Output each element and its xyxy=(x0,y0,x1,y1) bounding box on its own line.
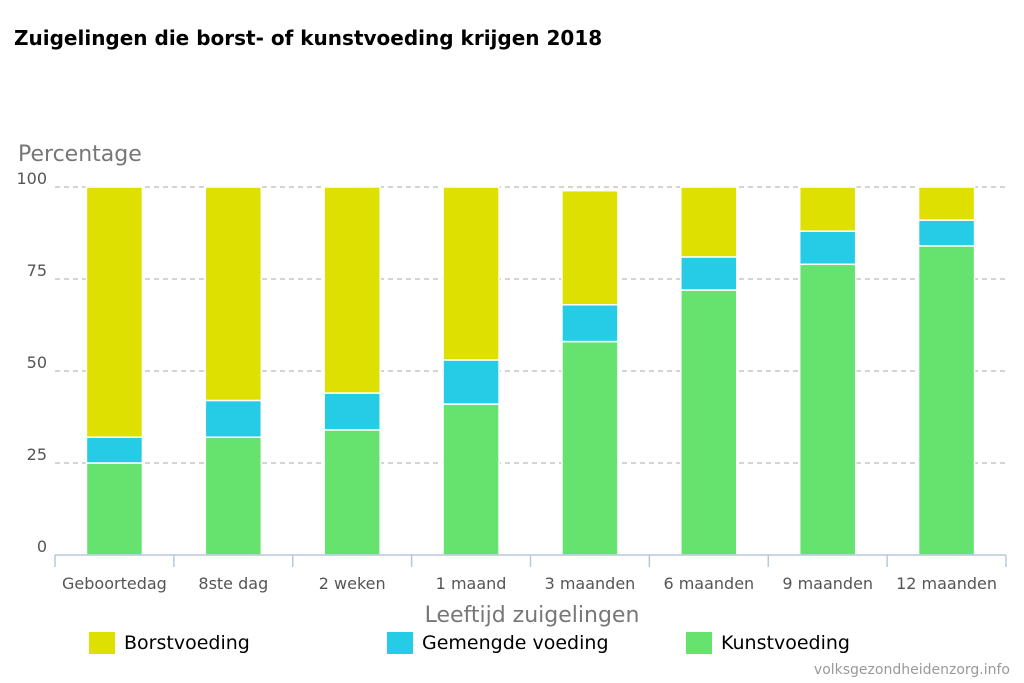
y-tick-label: 0 xyxy=(37,537,47,556)
bar-segment-gemengde-voeding[interactable] xyxy=(204,399,263,438)
legend-swatch-borstvoeding xyxy=(89,632,115,654)
bar-segment-borstvoeding[interactable] xyxy=(204,186,263,402)
bar-segment-kunstvoeding[interactable] xyxy=(323,429,381,556)
legend-item-gemengde-voeding[interactable]: Gemengde voeding xyxy=(387,632,609,654)
bar-segment-gemengde-voeding[interactable] xyxy=(680,256,738,291)
bar-segment-kunstvoeding[interactable] xyxy=(917,245,976,556)
bar-segment-kunstvoeding[interactable] xyxy=(680,289,738,556)
bar-segment-gemengde-voeding[interactable] xyxy=(442,359,500,405)
bar-segment-borstvoeding[interactable] xyxy=(323,186,381,394)
bar-segment-borstvoeding[interactable] xyxy=(561,189,619,306)
bars xyxy=(85,186,976,556)
x-axis-title: Leeftijd zuigelingen xyxy=(425,603,640,628)
x-tick-label: 1 maand xyxy=(436,574,507,593)
legend-label-kunstvoeding: Kunstvoeding xyxy=(721,632,850,654)
x-axis: Geboortedag 8ste dag 2 weken 1 maand 3 maand… xyxy=(54,554,1007,593)
bar-segment-kunstvoeding[interactable] xyxy=(85,462,144,556)
y-tick-label: 100 xyxy=(16,169,47,188)
x-tick-label: 12 maanden xyxy=(896,574,997,593)
legend-swatch-kunstvoeding xyxy=(686,632,712,654)
x-tick-label: 2 weken xyxy=(319,574,386,593)
bar-segment-gemengde-voeding[interactable] xyxy=(917,219,976,247)
x-tick-label: Geboortedag xyxy=(62,574,167,593)
bar-segment-borstvoeding[interactable] xyxy=(442,186,500,361)
x-tick-label: 6 maanden xyxy=(663,574,754,593)
bar-segment-kunstvoeding[interactable] xyxy=(561,340,619,556)
y-tick-label: 50 xyxy=(27,353,47,372)
bar-segment-kunstvoeding[interactable] xyxy=(442,403,500,556)
bar-segment-gemengde-voeding[interactable] xyxy=(85,436,144,464)
y-tick-labels: 0 25 50 75 100 xyxy=(16,169,47,556)
bar-segment-gemengde-voeding[interactable] xyxy=(323,392,381,431)
bar-segment-kunstvoeding[interactable] xyxy=(798,263,857,556)
bar-segment-borstvoeding[interactable] xyxy=(798,186,857,232)
bar-segment-gemengde-voeding[interactable] xyxy=(798,230,857,266)
x-tick-label: 3 maanden xyxy=(545,574,636,593)
x-tick-label: 8ste dag xyxy=(198,574,268,593)
y-tick-label: 75 xyxy=(27,261,47,280)
legend: Borstvoeding Gemengde voeding Kunstvoedi… xyxy=(0,632,1024,668)
legend-item-kunstvoeding[interactable]: Kunstvoeding xyxy=(686,632,850,654)
legend-swatch-gemengde-voeding xyxy=(387,632,413,654)
bar-segment-borstvoeding[interactable] xyxy=(680,186,738,258)
stacked-bar-chart: Percentage 0 25 50 75 100 Geboortedag 8ste da… xyxy=(16,142,1007,628)
source-credit: volksgezondheidenzorg.info xyxy=(813,662,1010,678)
bar-segment-borstvoeding[interactable] xyxy=(85,186,144,438)
gridlines xyxy=(55,186,1006,464)
legend-item-borstvoeding[interactable]: Borstvoeding xyxy=(89,632,250,654)
chart-title: Zuigelingen die borst- of kunstvoeding k… xyxy=(14,26,603,50)
y-axis-title: Percentage xyxy=(18,142,142,167)
legend-label-borstvoeding: Borstvoeding xyxy=(124,632,250,654)
bar-segment-borstvoeding[interactable] xyxy=(917,186,976,221)
legend-label-gemengde-voeding: Gemengde voeding xyxy=(422,632,609,654)
bar-segment-gemengde-voeding[interactable] xyxy=(561,304,619,343)
y-tick-label: 25 xyxy=(27,445,47,464)
bar-segment-kunstvoeding[interactable] xyxy=(204,436,263,556)
x-tick-label: 9 maanden xyxy=(782,574,873,593)
